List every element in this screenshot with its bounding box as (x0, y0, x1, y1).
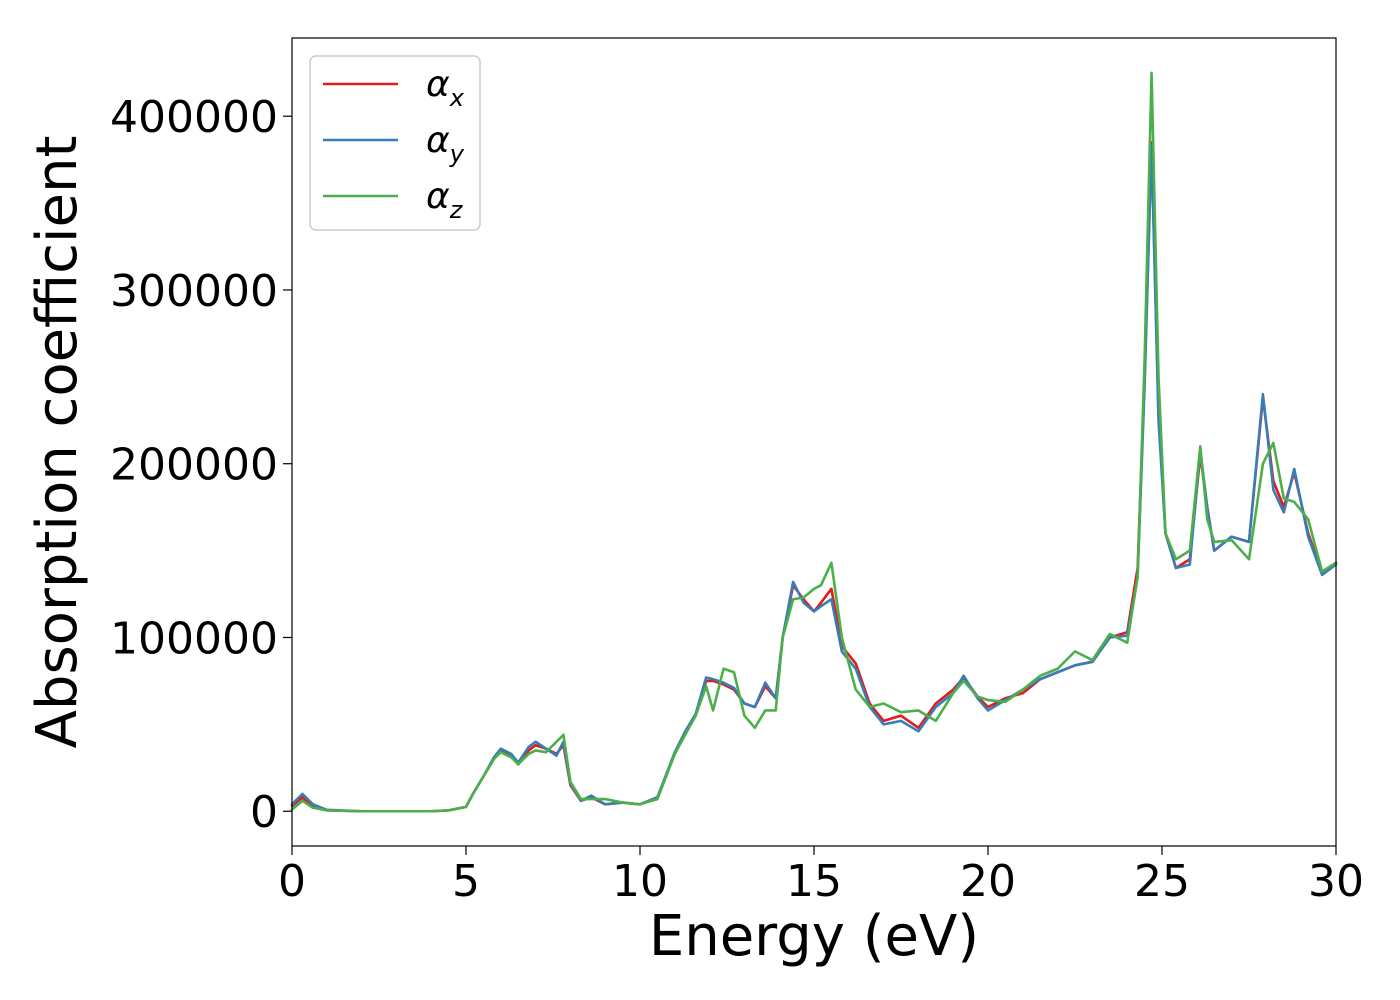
x-tick-label: 5 (452, 856, 480, 907)
x-tick-label: 15 (786, 856, 842, 907)
x-tick-label: 30 (1308, 856, 1364, 907)
y-tick-label: 0 (250, 787, 278, 838)
y-tick-label: 100000 (110, 613, 278, 664)
series-layer (290, 71, 1338, 813)
y-axis-title: Absorption coefficient (25, 136, 90, 749)
y-tick-label: 200000 (110, 440, 278, 491)
x-tick-label: 10 (612, 856, 668, 907)
y-tick-label: 400000 (110, 92, 278, 143)
legend-frame (309, 55, 481, 231)
y-tick-label: 300000 (110, 266, 278, 317)
legend-label-z: αz (426, 176, 464, 224)
x-tick-label: 20 (960, 856, 1016, 907)
series-line-y (290, 144, 1338, 813)
x-axis-title: Energy (eV) (649, 904, 979, 969)
x-tick-label: 25 (1134, 856, 1190, 907)
x-axis-ticks: 0 5 10 15 20 25 30 (278, 846, 1364, 907)
x-tick-label: 0 (278, 856, 306, 907)
series-line-z (290, 71, 1338, 813)
y-axis-ticks: 0 100000 200000 300000 400000 (110, 92, 292, 838)
